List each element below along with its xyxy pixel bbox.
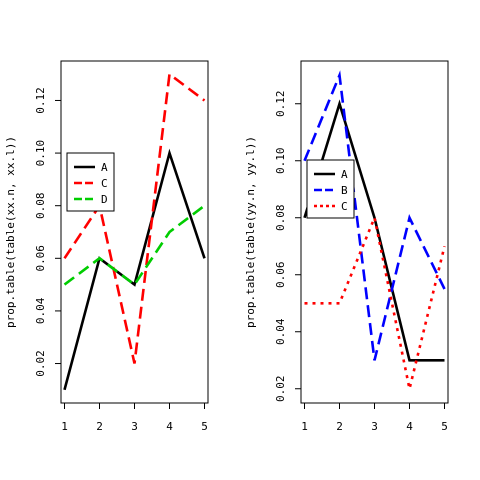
chart-panel-1: 1 2 3 4 5 0.02 0.04 0.06 0.08 0.10 0.12 prop.table(… — [4, 60, 209, 433]
y-tick-label: 0.12 — [34, 87, 47, 114]
y-tick-label: 0.06 — [274, 262, 287, 289]
legend-label-a: A — [101, 161, 108, 174]
series-line-c — [304, 213, 446, 390]
y-tick-label: 0.10 — [274, 148, 287, 175]
y-tick-label: 0.06 — [34, 245, 47, 272]
chart-panel-2: 1 2 3 4 5 0.02 0.04 0.06 0.08 0.10 0.12 prop.table(… — [244, 60, 449, 433]
series-line-a — [303, 99, 445, 362]
y-tick-label: 0.02 — [34, 350, 47, 377]
x-tick-label: 1 — [301, 420, 308, 433]
series-line-a — [63, 148, 206, 391]
y-tick-label: 0.04 — [34, 297, 47, 324]
legend-label-a: A — [341, 168, 348, 181]
series-line-b — [303, 70, 446, 361]
y-tick-label: 0.12 — [274, 91, 287, 118]
x-tick-label: 4 — [166, 420, 173, 433]
legend-label-b: B — [341, 184, 348, 197]
y-tick-label: 0.08 — [274, 205, 287, 232]
y-axis-label: prop.table(table(xx.n, xx.l)) — [4, 136, 17, 328]
x-tick-label: 3 — [131, 420, 138, 433]
legend-label-c: C — [101, 177, 108, 190]
x-tick-label: 1 — [61, 420, 68, 433]
series-line-c — [63, 71, 206, 364]
x-tick-label: 5 — [441, 420, 448, 433]
y-tick-label: 0.04 — [274, 318, 287, 345]
series-line-d — [63, 204, 206, 287]
y-axis-label: prop.table(table(yy.n, yy.l)) — [244, 136, 257, 328]
x-tick-label: 2 — [336, 420, 343, 433]
legend-label-d: D — [101, 193, 108, 206]
x-tick-label: 3 — [371, 420, 378, 433]
y-tick-label: 0.02 — [274, 376, 287, 403]
x-tick-label: 5 — [201, 420, 208, 433]
y-tick-label: 0.08 — [34, 192, 47, 219]
y-tick-label: 0.10 — [34, 140, 47, 167]
x-tick-label: 2 — [96, 420, 103, 433]
plot-frame — [60, 60, 209, 404]
legend-label-c: C — [341, 200, 348, 213]
x-tick-label: 4 — [406, 420, 413, 433]
